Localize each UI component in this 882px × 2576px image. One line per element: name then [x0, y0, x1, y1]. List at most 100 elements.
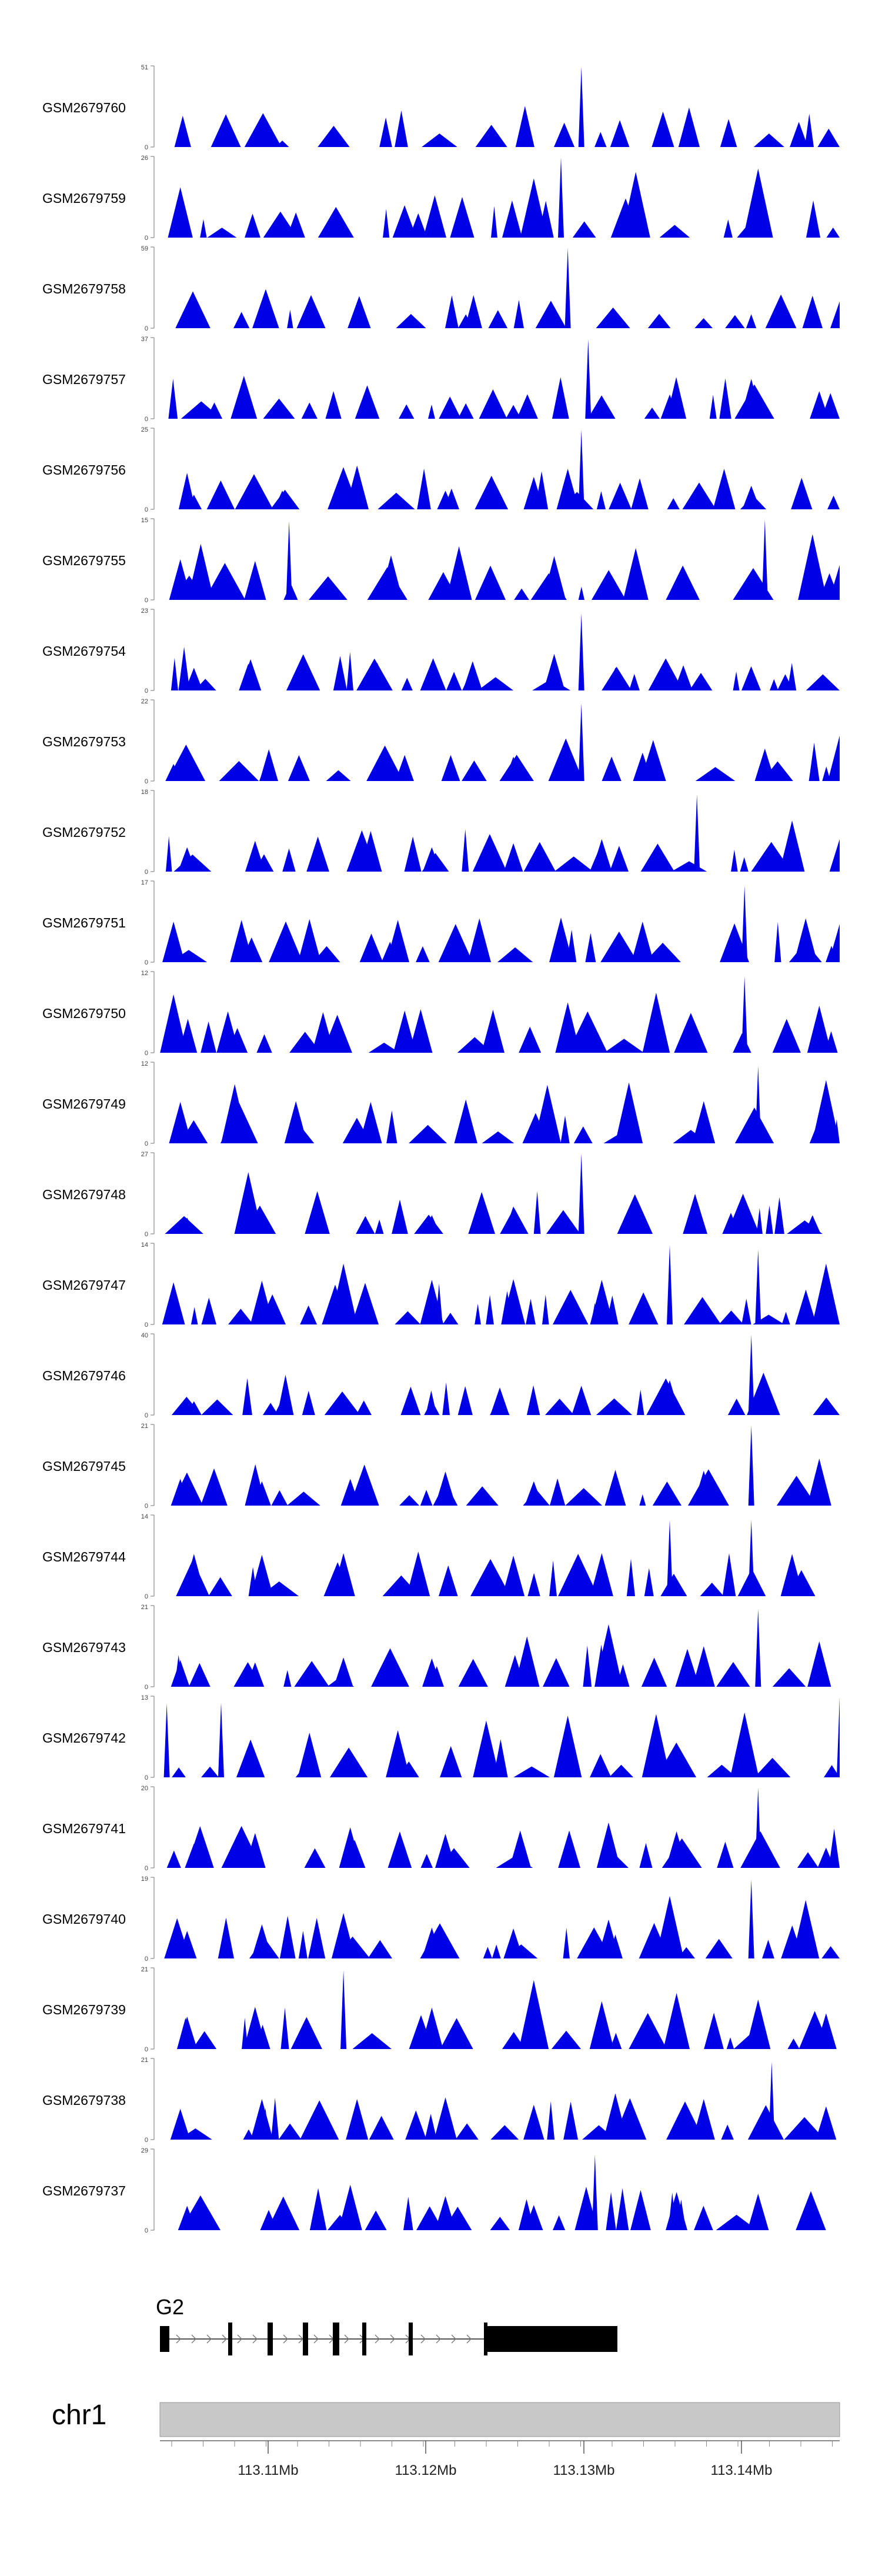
coverage-peak: [693, 1470, 714, 1506]
coverage-background: [174, 1644, 825, 1687]
track-ymin-label: 0: [145, 1050, 148, 1057]
coverage-peak: [286, 212, 305, 238]
track-label: GSM2679748: [42, 1187, 126, 1202]
track-label: GSM2679746: [42, 1368, 126, 1383]
gene-label: G2: [156, 2295, 184, 2319]
coverage-peak: [259, 754, 278, 781]
coverage-peak: [817, 1847, 835, 1868]
coverage-peak: [457, 403, 474, 419]
track-label: GSM2679739: [42, 2002, 126, 2017]
coverage-peak: [170, 2108, 191, 2140]
track-ymax-label: 22: [141, 698, 148, 705]
track-ymax-label: 40: [141, 1332, 148, 1339]
coverage-track: GSM2679748 27 0: [42, 1151, 823, 1238]
coverage-peak: [780, 1554, 804, 1596]
track-ymax-label: 21: [141, 2057, 148, 2064]
coverage-peak: [829, 839, 840, 872]
coverage-peak: [162, 1282, 185, 1324]
coverage-background: [166, 738, 831, 781]
coverage-peak: [794, 918, 817, 962]
coverage-track: GSM2679741 20 0: [42, 1785, 840, 1872]
coverage-peak: [779, 820, 805, 872]
track-label: GSM2679758: [42, 281, 126, 296]
coverage-peak: [163, 1703, 170, 1777]
coverage-background: [166, 829, 792, 872]
coverage-peak: [642, 992, 670, 1053]
coverage-peak: [178, 2205, 196, 2230]
track-ymin-label: 0: [145, 1503, 148, 1510]
coverage-peak: [437, 490, 454, 509]
strand-arrow: [344, 2334, 349, 2344]
coverage-peak: [260, 2210, 278, 2230]
axis-tick-label: 113.11Mb: [238, 2462, 298, 2478]
coverage-track: GSM2679753 22 0: [42, 698, 840, 785]
coverage-peak: [667, 1244, 673, 1324]
coverage-peak: [454, 1099, 477, 1143]
gene-exon: [484, 2323, 487, 2355]
coverage-peak: [245, 840, 265, 872]
coverage-peak: [811, 1080, 840, 1143]
coverage-peak: [615, 1082, 643, 1143]
track-label: GSM2679741: [42, 1821, 126, 1836]
coverage-peak: [597, 1919, 620, 1958]
coverage-peak: [162, 922, 185, 962]
track-label: GSM2679753: [42, 734, 126, 749]
track-ymax-label: 20: [141, 1785, 148, 1792]
coverage-peak: [828, 924, 840, 962]
coverage-track: GSM2679737 29 0: [42, 2147, 826, 2234]
coverage-peak: [777, 674, 794, 690]
coverage-peak: [741, 976, 748, 1053]
track-label: GSM2679754: [42, 643, 126, 659]
coverage-peak: [534, 1085, 561, 1143]
coverage-peak: [490, 1387, 510, 1415]
coverage-peak: [393, 1010, 416, 1053]
coverage-peak: [585, 339, 592, 419]
track-ymin-label: 0: [145, 144, 148, 151]
coverage-peak: [395, 755, 414, 781]
coverage-peak: [340, 1970, 347, 2049]
coverage-track: GSM2679738 21 0: [42, 2057, 837, 2144]
axis-tick-label: 113.13Mb: [553, 2462, 615, 2478]
coverage-peak: [503, 843, 523, 872]
track-ymin-label: 0: [145, 1956, 148, 1963]
track-ymax-label: 21: [141, 1423, 148, 1430]
coverage-peak: [253, 1481, 271, 1506]
coverage-peak: [275, 141, 289, 147]
coverage-peak: [481, 1009, 505, 1053]
coverage-peak: [755, 1066, 761, 1143]
coverage-peak: [504, 756, 523, 781]
coverage-track: GSM2679757 37 0: [42, 336, 840, 423]
coverage-track: GSM2679755 15 0: [42, 517, 840, 604]
ideogram-band: [159, 2402, 840, 2437]
coverage-peak: [666, 2192, 687, 2230]
coverage-peak: [642, 1714, 670, 1777]
coverage-background: [179, 1103, 840, 1143]
coverage-peak: [805, 2218, 820, 2230]
coverage-peak: [250, 2099, 273, 2140]
coverage-track: GSM2679739 21 0: [42, 1966, 837, 2053]
coverage-peak: [502, 1556, 525, 1596]
axis-ticks: 113.11Mb 113.12Mb 113.13Mb 113.14Mb: [171, 2441, 833, 2478]
track-ymin-label: 0: [145, 959, 148, 966]
strand-arrow: [252, 2334, 258, 2344]
coverage-peak: [168, 187, 193, 238]
coverage-peak: [246, 1662, 265, 1687]
coverage-peak: [810, 391, 829, 419]
coverage-peak: [435, 2196, 456, 2230]
coverage-peak: [509, 1830, 531, 1868]
coverage-peak: [333, 1657, 353, 1687]
coverage-peak: [549, 917, 573, 962]
coverage-peak: [578, 703, 584, 781]
coverage-track: GSM2679746 40 0: [42, 1332, 840, 1419]
track-ymax-label: 51: [141, 64, 148, 71]
coverage-background: [170, 195, 840, 238]
track-ymin-label: 0: [145, 1865, 148, 1872]
coverage-peak: [169, 1102, 192, 1143]
track-ymax-label: 18: [141, 789, 148, 796]
gene-exon: [228, 2323, 232, 2355]
coverage-peak: [523, 2104, 544, 2140]
coverage-peak: [434, 2097, 457, 2140]
coverage-peak: [592, 839, 612, 872]
coverage-peak: [329, 1263, 358, 1324]
